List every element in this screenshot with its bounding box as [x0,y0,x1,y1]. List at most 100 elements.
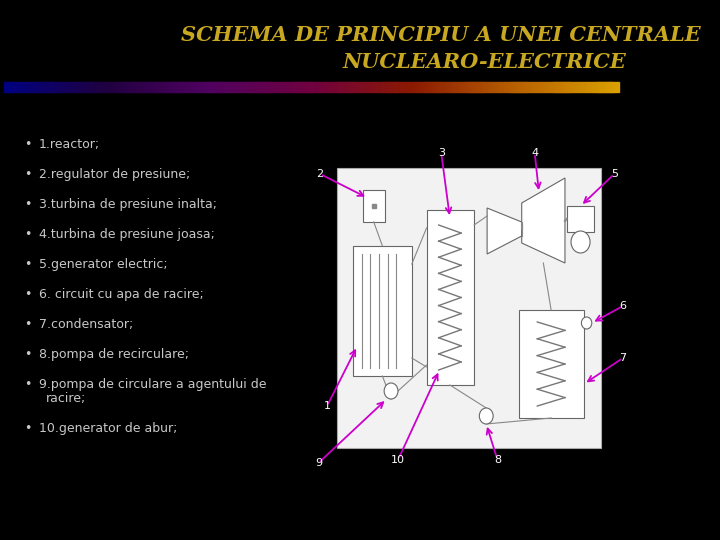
Bar [469,82,472,92]
Bar [150,82,152,92]
Bar [428,82,431,92]
Bar [221,82,224,92]
Bar [274,82,277,92]
Text: •: • [24,258,32,271]
Bar [496,82,498,92]
Bar [487,82,490,92]
Bar [21,82,23,92]
Bar [330,82,333,92]
Bar [140,82,142,92]
Bar [377,82,379,92]
Bar [310,82,312,92]
Bar [315,82,318,92]
Bar [162,82,164,92]
Bar [521,82,523,92]
Text: racire;: racire; [46,392,86,405]
Bar [101,82,103,92]
Bar [528,82,531,92]
Bar [424,82,426,92]
Bar [6,82,9,92]
Bar [17,82,19,92]
Bar [563,82,566,92]
Bar [408,82,410,92]
Bar [549,82,552,92]
Bar [567,206,595,232]
Bar [352,82,355,92]
Bar [215,82,217,92]
Text: •: • [24,138,32,151]
Bar [559,82,562,92]
Bar [256,82,258,92]
Bar [254,82,256,92]
Bar [477,82,480,92]
Bar [393,82,396,92]
Bar [135,82,138,92]
Bar [390,82,392,92]
Bar [459,82,462,92]
Bar [565,82,568,92]
Text: •: • [24,318,32,331]
Bar [524,82,527,92]
Text: •: • [24,228,32,241]
Bar [80,82,83,92]
Bar [519,310,584,418]
Bar [332,82,334,92]
Bar [313,82,316,92]
Bar [201,82,203,92]
Bar [498,82,500,92]
Bar [154,82,156,92]
Bar [492,82,494,92]
Bar [305,82,308,92]
Bar [181,82,183,92]
Bar [500,82,503,92]
Bar [387,82,390,92]
Text: 5: 5 [611,169,618,179]
Bar [94,82,97,92]
Bar [220,82,222,92]
Bar [213,82,216,92]
Bar [27,82,30,92]
Bar [504,82,506,92]
Bar [12,82,15,92]
Bar [553,82,556,92]
Bar [300,82,302,92]
Bar [580,82,582,92]
Bar [604,82,607,92]
Bar [66,82,68,92]
Text: 8.pompa de recirculare;: 8.pompa de recirculare; [39,348,189,361]
Bar [324,82,326,92]
Bar [211,82,214,92]
Bar [405,82,408,92]
Bar [269,82,271,92]
Bar [283,82,285,92]
Bar [614,82,617,92]
Bar [348,82,351,92]
Bar [490,82,492,92]
Bar [404,82,406,92]
Bar [346,82,348,92]
Bar [207,82,210,92]
Bar [58,82,60,92]
Bar [191,82,193,92]
Bar [307,82,310,92]
Bar [494,82,496,92]
Bar [379,82,382,92]
Bar [551,82,554,92]
Bar [326,82,328,92]
Bar [29,82,32,92]
Bar [340,82,343,92]
Bar [338,168,601,448]
Bar [172,82,175,92]
Bar [209,82,212,92]
Bar [145,82,148,92]
Text: NUCLEARO-ELECTRICE: NUCLEARO-ELECTRICE [343,52,626,72]
Bar [608,82,611,92]
Bar [473,82,476,92]
Bar [402,82,404,92]
Bar [541,82,544,92]
Bar [584,82,586,92]
Bar [60,82,62,92]
Bar [295,82,297,92]
Bar [164,82,166,92]
Bar [234,82,236,92]
